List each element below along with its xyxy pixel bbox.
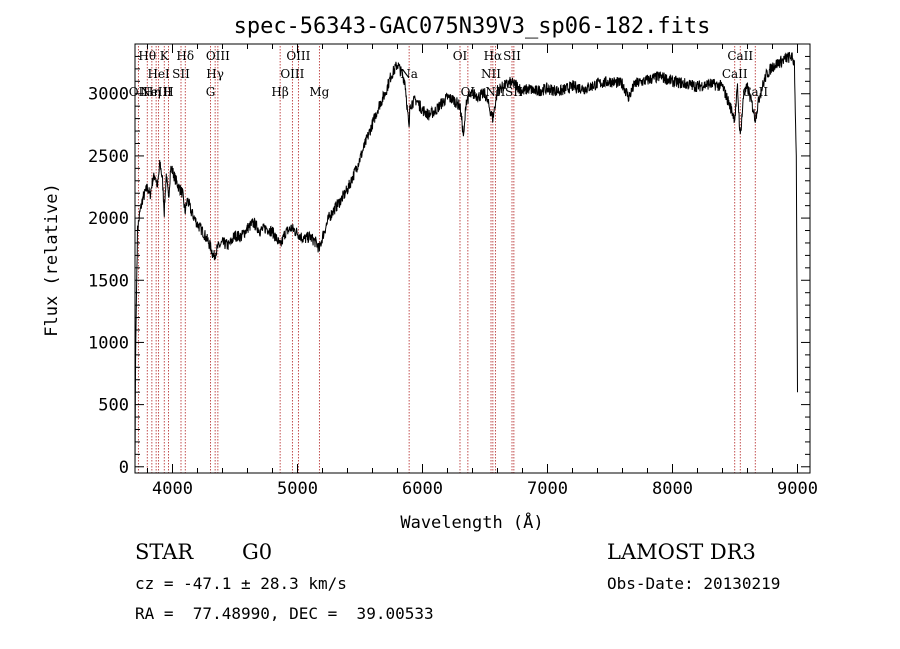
spectral-line-label: K	[160, 49, 170, 63]
x-tick-label: 4000	[152, 479, 193, 499]
y-tick-label: 1500	[88, 271, 129, 291]
spectral-line-label: Mg	[309, 85, 329, 99]
survey-name: LAMOST DR3	[607, 540, 756, 564]
axes: 4000 5000 6000 7000 8000 9000 0 500 1000 1500 2000…	[88, 43, 818, 499]
spectral-line-label: CaII	[722, 67, 748, 81]
spectral-line-label: NII	[481, 67, 501, 81]
spectral-line-label: Hγ	[206, 67, 224, 81]
plot-frame	[134, 43, 811, 474]
x-axis-label: Wavelength (Å)	[400, 511, 543, 533]
obs-date: Obs-Date: 20130219	[607, 574, 781, 593]
spectral-line-label: OIII	[280, 67, 304, 81]
object-class: STAR	[135, 540, 194, 564]
x-tick-label: 7000	[527, 479, 568, 499]
spectral-line-label: G	[206, 85, 216, 99]
spectral-line-label: OIII	[286, 49, 310, 63]
y-tick-label: 2000	[88, 209, 129, 229]
spectral-line-label: NeIII	[140, 85, 172, 99]
spectral-line-label: SII	[503, 49, 521, 63]
spectral-line-label: Hθ	[138, 49, 156, 63]
x-tick-label: 6000	[402, 479, 443, 499]
y-tick-label: 3000	[88, 85, 129, 105]
spectral-line-label: SII	[172, 67, 190, 81]
spectral-line-label: H	[163, 85, 173, 99]
spectral-line-label: Hα	[484, 49, 503, 63]
spectral-line-label: CaII	[727, 49, 753, 63]
spectral-line-label: HeI	[147, 67, 170, 81]
y-tick-label: 500	[98, 396, 129, 416]
spectral-line-label: Hδ	[176, 49, 194, 63]
spectral-line-label: OI	[453, 49, 468, 63]
spectral-line-label: OII	[129, 85, 149, 99]
y-axis-label: Flux (relative)	[42, 183, 62, 337]
spectral-line-label: Hβ	[271, 85, 288, 99]
x-tick-label: 8000	[652, 479, 693, 499]
subclass: G0	[242, 540, 273, 564]
y-tick-label: 2500	[88, 147, 129, 167]
y-tick-label: 0	[119, 458, 129, 478]
spectral-line-label: Na	[400, 67, 418, 81]
x-tick-label: 9000	[777, 479, 818, 499]
spectral-line-label: Hη	[143, 85, 161, 99]
velocity-readout: cz = -47.1 ± 28.3 km/s	[135, 574, 347, 593]
spectral-line-label: OIII	[206, 49, 230, 63]
y-tick-label: 1000	[88, 333, 129, 353]
x-tick-label: 5000	[277, 479, 318, 499]
chart-title: spec-56343-GAC075N39V3_sp06-182.fits	[234, 14, 711, 39]
coordinates: RA = 77.48990, DEC = 39.00533	[135, 604, 434, 623]
spectral-line-markers	[137, 46, 756, 473]
spectrum-line	[134, 51, 798, 467]
